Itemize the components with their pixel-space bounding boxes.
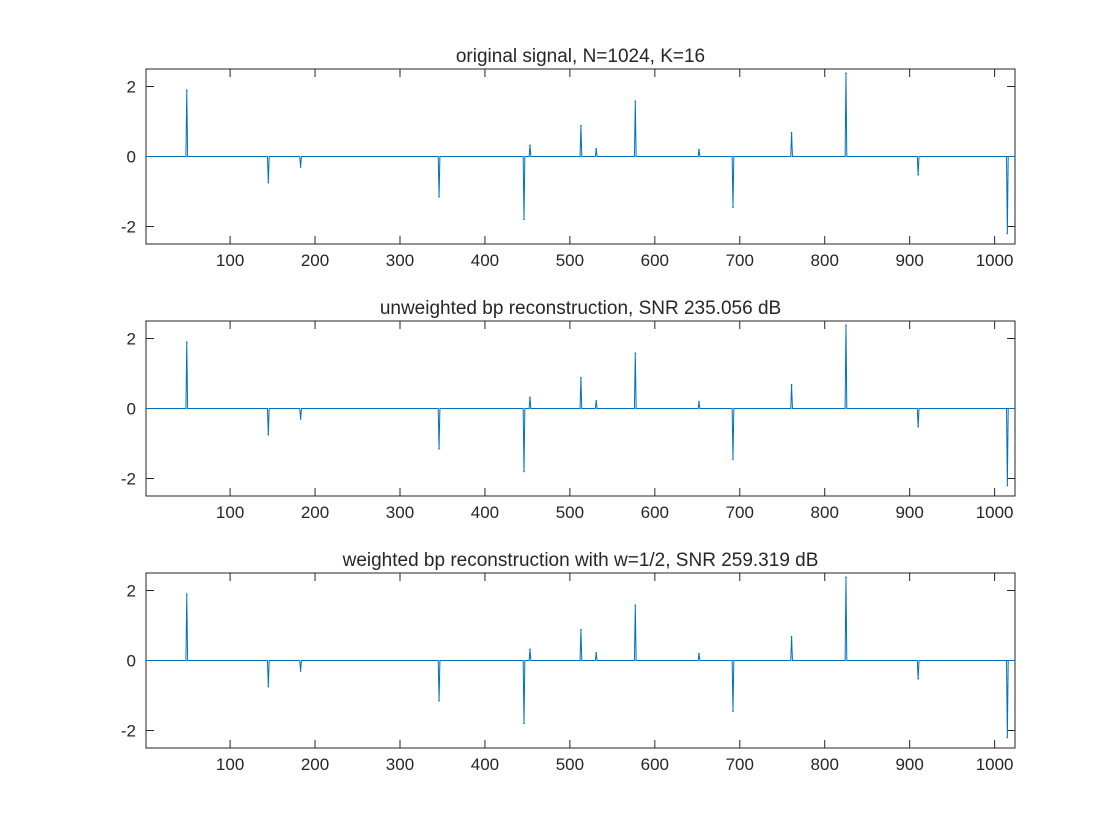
subplot-1-spike-point xyxy=(1006,232,1009,235)
subplot-3-spike-point xyxy=(634,604,637,606)
subplot-1-spike-point xyxy=(185,89,188,91)
subplot-2-xtick-label: 100 xyxy=(216,503,244,522)
subplot-2-spike-point xyxy=(917,425,919,428)
subplot-3-spike-point xyxy=(732,710,734,713)
subplot-3-spike-point xyxy=(267,685,270,688)
subplot-2-ytick-label: -2 xyxy=(121,470,136,489)
subplot-3-spike-point xyxy=(595,652,598,654)
subplot-3-ticks: 100 200 300 400 500 600 700 800 900 1000 2 0 -2 xyxy=(121,573,1015,774)
subplot-3-spike-point xyxy=(580,628,582,631)
subplot-1-ytick-label: 0 xyxy=(127,148,136,167)
subplot-3-spike-point xyxy=(698,652,700,655)
subplot-1-xtick-label: 400 xyxy=(471,251,499,270)
subplot-1-spike-point xyxy=(580,124,582,127)
subplot-3-spike-point xyxy=(299,670,302,672)
subplot-1-spike-point xyxy=(790,131,793,134)
subplot-3-xtick-label: 400 xyxy=(471,755,499,774)
subplot-3-spike-point xyxy=(1006,736,1009,739)
subplot-1-spike-point xyxy=(523,218,525,221)
subplot-2-spike-point xyxy=(634,352,637,355)
subplot-2-spike-point xyxy=(790,383,793,386)
subplot-1-spike-point xyxy=(595,148,598,150)
subplot-2-ytick-label: 2 xyxy=(127,330,136,349)
subplot-2-spike-point xyxy=(523,470,525,473)
subplot-1-xtick-label: 300 xyxy=(386,251,414,270)
subplot-2-spike-point xyxy=(267,433,270,436)
subplot-2-xtick-label: 400 xyxy=(471,503,499,522)
subplot-2-xtick-label: 900 xyxy=(895,503,923,522)
subplot-1-spike-point xyxy=(438,195,440,198)
subplot-2-spike-point xyxy=(595,400,598,402)
subplot-1-xtick-label: 500 xyxy=(556,251,584,270)
subplot-2-xtick-label: 300 xyxy=(386,503,414,522)
subplot-1-spike-point xyxy=(698,148,700,151)
subplot-3-spike-point xyxy=(185,593,188,595)
subplot-3-xtick-label: 800 xyxy=(811,755,839,774)
subplot-2-spike-point xyxy=(732,458,734,461)
subplot-3-xtick-label: 100 xyxy=(216,755,244,774)
subplot-2-xtick-label: 600 xyxy=(641,503,669,522)
subplot-2-spike-point xyxy=(438,447,440,450)
subplot-2-spike-point xyxy=(1006,484,1009,487)
subplot-1-xtick-label: 700 xyxy=(726,251,754,270)
subplot-3-xtick-label: 300 xyxy=(386,755,414,774)
subplot-3-marks xyxy=(146,576,1015,739)
subplot-2-title: unweighted bp reconstruction, SNR 235.05… xyxy=(380,298,781,319)
subplot-1-marks xyxy=(146,72,1015,235)
subplot-3-spike-point xyxy=(523,722,525,725)
subplot-2-xtick-label: 1000 xyxy=(976,503,1014,522)
subplot-1-spike-point xyxy=(732,206,734,209)
subplot-2-marks xyxy=(146,324,1015,487)
subplot-1-title: original signal, N=1024, K=16 xyxy=(456,46,705,67)
subplot-2-spike-point xyxy=(529,396,531,399)
subplot-2-xtick-label: 500 xyxy=(556,503,584,522)
subplot-1-ytick-label: 2 xyxy=(127,78,136,97)
subplot-2-spike-point xyxy=(698,400,700,403)
subplot-3-spike-point xyxy=(438,699,440,702)
subplot-1-ticks: 100 200 300 400 500 600 700 800 900 1000 2 0 -2 xyxy=(121,69,1015,270)
subplot-3-xtick-label: 1000 xyxy=(976,755,1014,774)
subplot-1-ytick-label: -2 xyxy=(121,218,136,237)
subplot-2-ytick-label: 0 xyxy=(127,400,136,419)
subplot-2-spike-point xyxy=(845,324,847,327)
subplot-1-spike-point xyxy=(529,144,531,147)
subplot-3-spike-point xyxy=(790,635,793,638)
subplot-3-ytick-label: -2 xyxy=(121,722,136,741)
subplot-3-spike-point xyxy=(917,677,919,680)
subplot-3-spike-point xyxy=(845,576,847,578)
subplot-1-spike-point xyxy=(845,72,847,74)
subplot-1-spike-point xyxy=(917,173,919,176)
subplot-1: original signal, N=1024, K=16 100 200 300 4… xyxy=(121,46,1016,270)
subplot-3-xtick-label: 600 xyxy=(641,755,669,774)
subplot-3-title: weighted bp reconstruction with w=1/2, S… xyxy=(342,550,819,571)
subplot-2: unweighted bp reconstruction, SNR 235.05… xyxy=(121,298,1016,522)
subplot-2-spike-point xyxy=(185,341,188,343)
subplot-1-spike-point xyxy=(634,100,637,102)
subplot-1-xtick-label: 1000 xyxy=(976,251,1014,270)
subplot-1-xtick-label: 800 xyxy=(811,251,839,270)
subplot-2-xtick-label: 200 xyxy=(301,503,329,522)
subplot-2-xtick-label: 700 xyxy=(726,503,754,522)
subplot-2-spike-point xyxy=(580,376,582,379)
subplot-3-xtick-label: 700 xyxy=(726,755,754,774)
subplot-1-spike-point xyxy=(299,166,302,168)
subplot-3: weighted bp reconstruction with w=1/2, S… xyxy=(121,550,1016,774)
subplot-3-xtick-label: 200 xyxy=(301,755,329,774)
subplot-2-spike-point xyxy=(299,418,302,420)
subplot-2-xtick-label: 800 xyxy=(811,503,839,522)
subplot-3-xtick-label: 900 xyxy=(895,755,923,774)
subplot-1-xtick-label: 100 xyxy=(216,251,244,270)
subplot-3-spike-point xyxy=(529,648,531,651)
subplot-1-xtick-label: 600 xyxy=(641,251,669,270)
subplot-3-xtick-label: 500 xyxy=(556,755,584,774)
subplot-3-ytick-label: 2 xyxy=(127,582,136,601)
subplot-1-xtick-label: 200 xyxy=(301,251,329,270)
subplot-1-xtick-label: 900 xyxy=(895,251,923,270)
subplot-1-spike-point xyxy=(267,181,270,184)
subplot-3-ytick-label: 0 xyxy=(127,652,136,671)
